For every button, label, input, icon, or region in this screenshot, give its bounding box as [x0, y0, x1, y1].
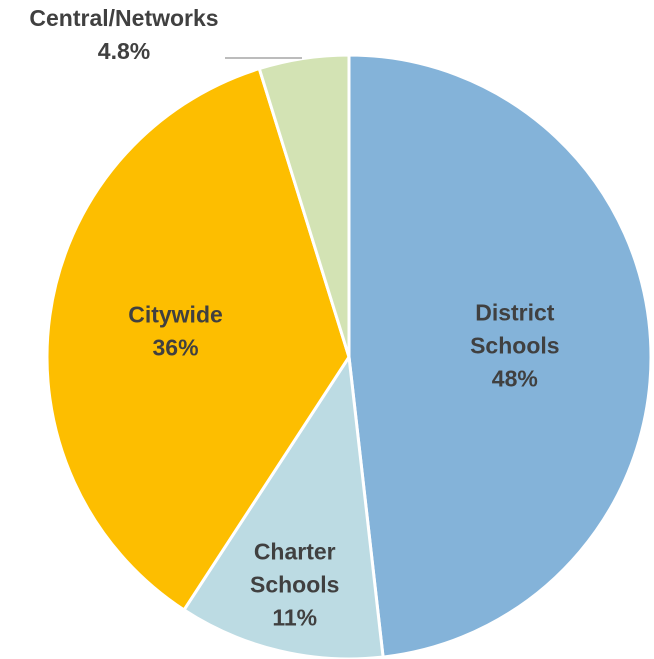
- pie-slice-charter-schools: [182, 355, 385, 659]
- pie-slices: [45, 53, 653, 659]
- slice-label-charter-schools: Charter Schools 11%: [250, 538, 339, 630]
- slice-label-central-networks: Central/Networks 4.8%: [29, 5, 218, 64]
- slice-label-citywide: Citywide 36%: [128, 301, 223, 360]
- slice-label-district-schools: District Schools 48%: [470, 300, 559, 392]
- pie-slice-citywide: [45, 67, 351, 612]
- pie-slice-district-schools: [347, 53, 653, 659]
- pie-labels: District Schools 48% Charter Schools 11% Cityw…: [29, 5, 559, 630]
- pie-slice-central-networks: [257, 53, 351, 359]
